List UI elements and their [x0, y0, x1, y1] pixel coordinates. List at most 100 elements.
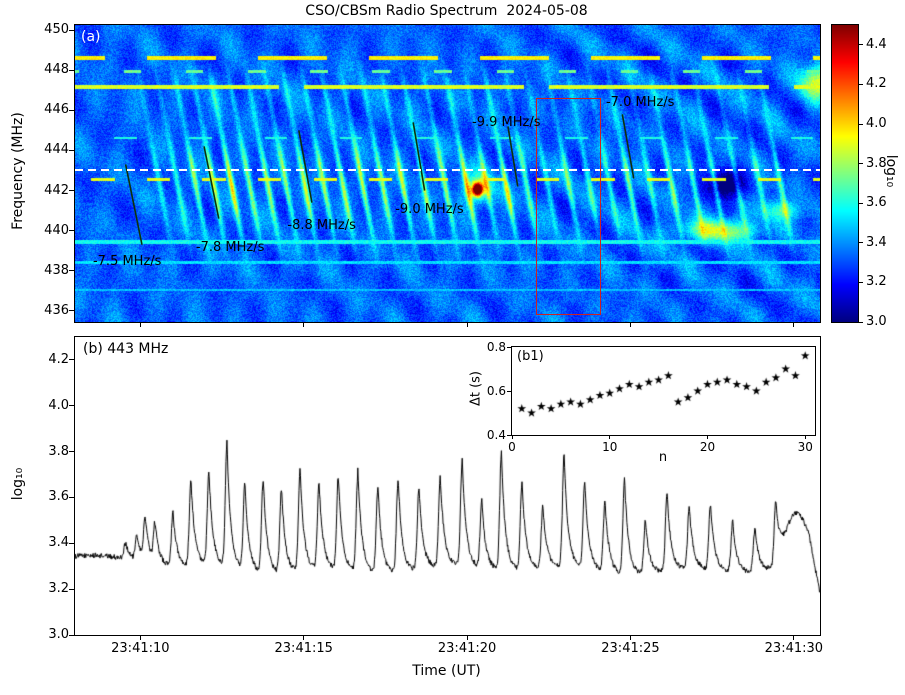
tick-mark	[69, 230, 74, 232]
drift-guides	[124, 114, 635, 245]
freq-tick-label: 436	[44, 302, 69, 318]
drift-rate-label: -9.0 MHz/s	[395, 201, 464, 217]
freq-tick-label: 440	[44, 222, 69, 238]
tick-mark	[303, 323, 305, 327]
log-tick-label: 3.6	[48, 489, 69, 505]
colorbar-tick-label: 3.2	[866, 274, 887, 290]
tick-mark	[793, 323, 795, 327]
tick-mark	[69, 29, 74, 31]
tick-mark	[69, 270, 74, 272]
freq-tick-label: 448	[44, 62, 69, 78]
tick-mark	[69, 310, 74, 312]
tick-mark	[466, 323, 468, 327]
log-tick-label: 4.0	[48, 397, 69, 413]
inset-label: (b1)	[517, 349, 544, 364]
inset-x-tick-label: 30	[797, 440, 813, 454]
x-axis-label-time: Time (UT)	[412, 663, 481, 679]
freq-tick-label: 442	[44, 182, 69, 198]
colorbar	[831, 24, 859, 323]
inset-x-tick-label: 0	[508, 440, 516, 454]
drift-guide-line	[507, 126, 519, 187]
inset-y-tick-label: 0.8	[486, 340, 506, 354]
tick-mark	[507, 434, 511, 436]
freq-tick-label: 444	[44, 142, 69, 158]
inset-scatter-plot	[512, 347, 815, 435]
tick-mark	[859, 44, 863, 46]
time-tick-label: 23:41:30	[764, 641, 824, 656]
tick-mark	[859, 202, 863, 204]
tick-mark	[466, 636, 468, 640]
reference-frequency-line	[75, 169, 820, 172]
drift-guide-line	[621, 114, 635, 179]
tick-mark	[69, 190, 74, 192]
time-tick-label: 23:41:15	[274, 641, 333, 656]
inset-y-tick-label: 0.4	[486, 428, 506, 442]
tick-mark	[859, 163, 863, 165]
tick-mark	[609, 436, 611, 439]
tick-mark	[69, 451, 74, 453]
drift-guide-line	[412, 122, 426, 191]
time-tick-label: 23:41:20	[437, 641, 497, 656]
tick-mark	[507, 390, 511, 392]
tick-mark	[859, 123, 863, 125]
panel-a-spectrogram: (a)	[74, 24, 821, 323]
panel-b-label: (b) 443 MHz	[83, 341, 169, 357]
colorbar-gradient	[832, 25, 858, 322]
log-tick-label: 3.0	[48, 627, 69, 642]
tick-mark	[706, 436, 708, 439]
drift-guide-line	[203, 146, 220, 219]
tick-mark	[139, 636, 141, 640]
tick-mark	[69, 359, 74, 361]
tick-mark	[507, 346, 511, 348]
tick-mark	[793, 636, 795, 640]
inset-y-tick-label: 0.6	[486, 384, 506, 398]
tick-mark	[511, 436, 513, 439]
tick-mark	[139, 323, 141, 327]
log-tick-label: 3.2	[48, 581, 69, 597]
freq-tick-label: 446	[44, 102, 69, 118]
tick-mark	[69, 496, 74, 498]
log-tick-label: 4.2	[48, 351, 69, 367]
tick-mark	[303, 636, 305, 640]
tick-mark	[69, 405, 74, 407]
tick-mark	[629, 636, 631, 640]
drift-rate-label: -9.9 MHz/s	[472, 115, 541, 131]
inset-x-tick-label: 10	[602, 440, 618, 454]
y-axis-label-frequency: Frequency (MHz)	[10, 112, 26, 230]
colorbar-tick-label: 4.2	[866, 76, 887, 92]
panel-a-label: (a)	[81, 29, 101, 45]
spectrogram-image	[75, 25, 820, 322]
tick-mark	[804, 436, 806, 439]
time-tick-label: 23:41:10	[111, 641, 170, 656]
colorbar-tick-label: 3.6	[866, 195, 887, 211]
inset-b1: (b1)	[511, 346, 816, 436]
drift-rate-label: -7.0 MHz/s	[605, 95, 675, 111]
tick-mark	[629, 323, 631, 327]
drift-guide-line	[298, 130, 313, 203]
drift-rate-label: -7.8 MHz/s	[195, 239, 265, 255]
freq-tick-label: 450	[44, 22, 69, 38]
tick-mark	[69, 588, 74, 590]
time-tick-label: 23:41:25	[601, 641, 660, 656]
roi-rectangle	[535, 98, 602, 315]
log-tick-label: 3.8	[48, 443, 69, 459]
freq-tick-label: 438	[44, 262, 69, 278]
colorbar-tick-label: 3.4	[866, 234, 887, 250]
tick-mark	[859, 242, 863, 244]
tick-mark	[859, 281, 863, 283]
log-tick-label: 3.4	[48, 535, 69, 551]
y-axis-label-log10: log₁₀	[10, 467, 26, 501]
figure-title: CSO/CBSm Radio Spectrum 2024-05-08	[305, 3, 588, 19]
colorbar-tick-label: 4.0	[866, 116, 887, 131]
tick-mark	[69, 634, 74, 636]
inset-x-axis-label: n	[658, 450, 668, 465]
tick-mark	[859, 321, 863, 323]
drift-rate-label: -8.8 MHz/s	[287, 217, 356, 233]
drift-rate-label: -7.5 MHz/s	[92, 253, 162, 269]
tick-mark	[859, 83, 863, 85]
tick-mark	[69, 109, 74, 111]
inset-x-tick-label: 20	[699, 440, 716, 454]
tick-mark	[69, 69, 74, 71]
drift-guide-line	[124, 164, 143, 245]
